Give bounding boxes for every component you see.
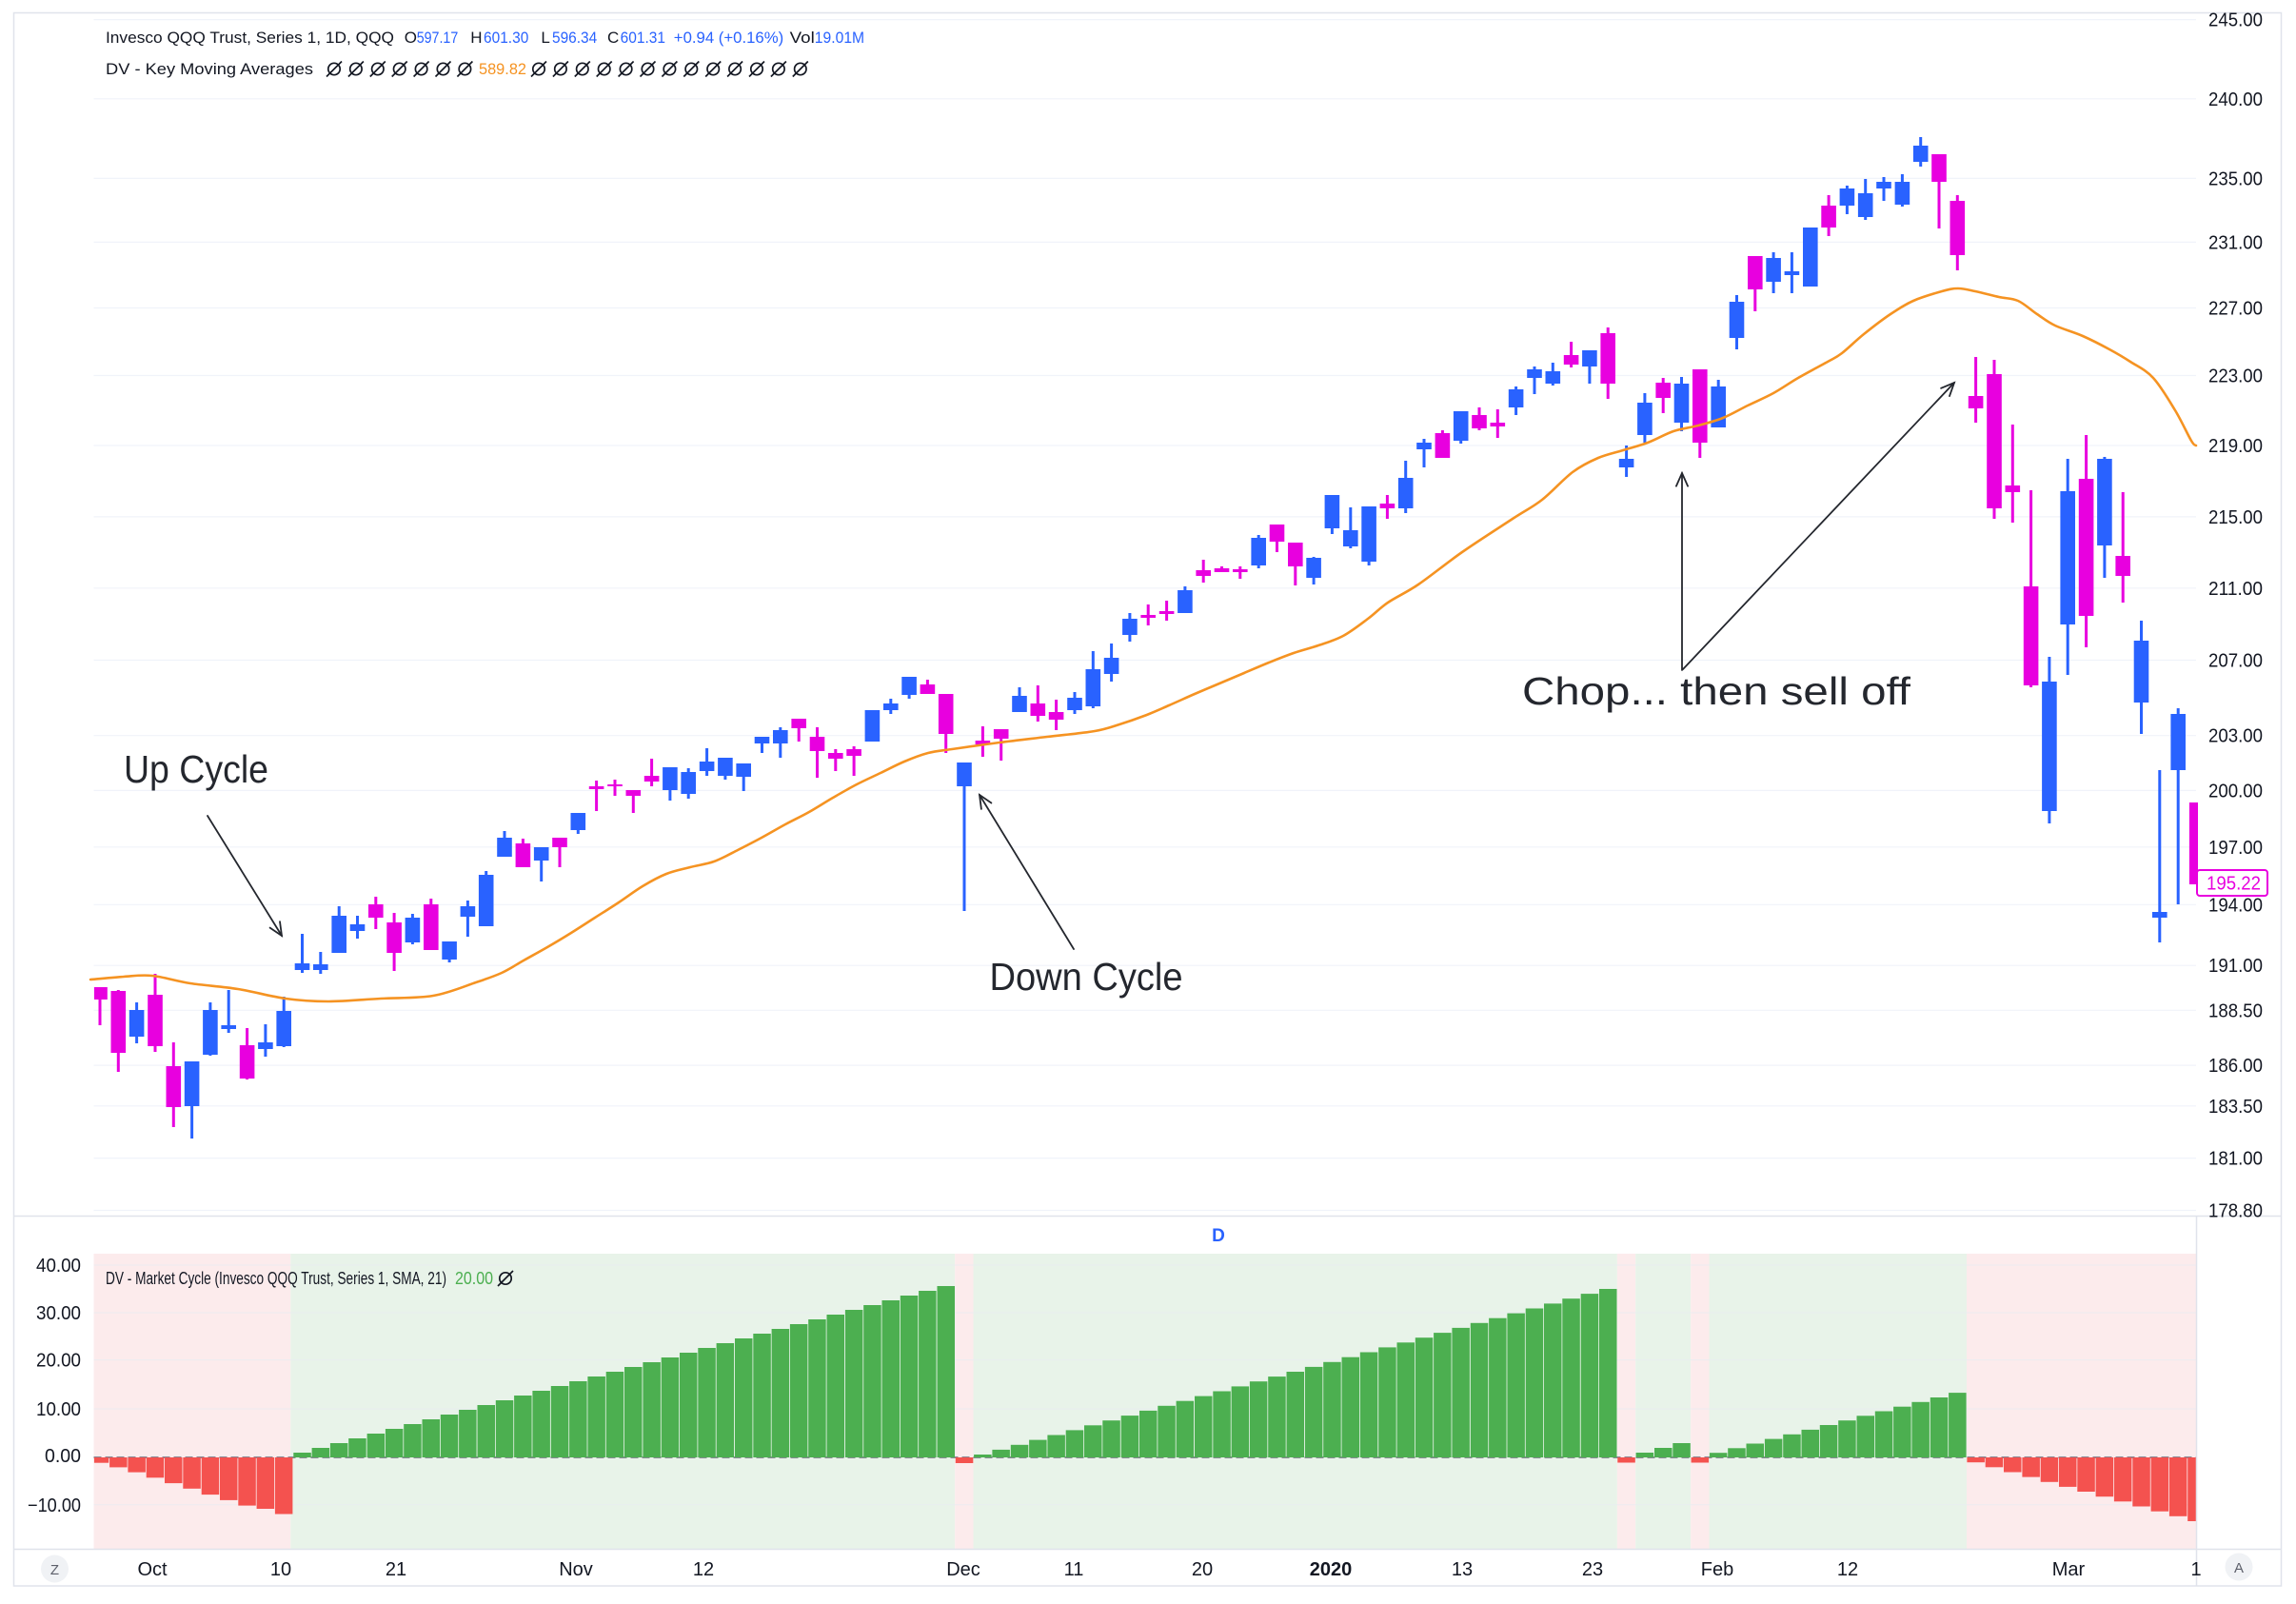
svg-text:601.31: 601.31 bbox=[621, 29, 665, 47]
svg-text:40.00: 40.00 bbox=[36, 1256, 81, 1277]
svg-text:215.00: 215.00 bbox=[2208, 507, 2263, 528]
svg-text:Up Cycle: Up Cycle bbox=[124, 747, 268, 791]
svg-text:21: 21 bbox=[386, 1559, 406, 1580]
svg-text:Mar: Mar bbox=[2052, 1559, 2086, 1580]
svg-text:231.00: 231.00 bbox=[2208, 232, 2263, 253]
svg-text:Feb: Feb bbox=[1701, 1559, 1733, 1580]
svg-text:596.34: 596.34 bbox=[552, 29, 597, 47]
svg-text:11: 11 bbox=[1064, 1559, 1084, 1580]
svg-text:240.00: 240.00 bbox=[2208, 89, 2263, 110]
svg-text:2020: 2020 bbox=[1310, 1559, 1353, 1580]
svg-text:181.00: 181.00 bbox=[2208, 1149, 2263, 1170]
svg-text:20.00: 20.00 bbox=[455, 1269, 493, 1288]
svg-text:13: 13 bbox=[1452, 1559, 1473, 1580]
svg-text:Down Cycle: Down Cycle bbox=[990, 955, 1183, 999]
svg-text:219.00: 219.00 bbox=[2208, 436, 2263, 457]
svg-text:183.50: 183.50 bbox=[2208, 1097, 2263, 1118]
svg-text:10: 10 bbox=[270, 1559, 291, 1580]
svg-text:H: H bbox=[470, 29, 482, 47]
svg-text:597.17: 597.17 bbox=[417, 29, 459, 47]
svg-text:589.82: 589.82 bbox=[479, 60, 526, 78]
svg-text:L: L bbox=[541, 29, 549, 47]
svg-text:12: 12 bbox=[693, 1559, 714, 1580]
svg-text:−10.00: −10.00 bbox=[28, 1495, 81, 1516]
svg-text:197.00: 197.00 bbox=[2208, 838, 2263, 859]
svg-text:+0.94 (+0.16%): +0.94 (+0.16%) bbox=[674, 29, 783, 47]
svg-text:186.00: 186.00 bbox=[2208, 1056, 2263, 1077]
svg-text:D: D bbox=[1212, 1226, 1225, 1246]
svg-text:207.00: 207.00 bbox=[2208, 651, 2263, 672]
svg-text:Invesco QQQ Trust, Series 1, 1: Invesco QQQ Trust, Series 1, 1D, QQQ bbox=[106, 29, 394, 47]
svg-text:30.00: 30.00 bbox=[36, 1303, 81, 1324]
svg-text:223.00: 223.00 bbox=[2208, 366, 2263, 387]
svg-text:10.00: 10.00 bbox=[36, 1399, 81, 1420]
svg-text:1: 1 bbox=[2190, 1559, 2201, 1580]
svg-text:Dec: Dec bbox=[946, 1559, 980, 1580]
svg-text:211.00: 211.00 bbox=[2208, 579, 2263, 600]
svg-text:Z: Z bbox=[50, 1562, 59, 1578]
svg-text:19.01M: 19.01M bbox=[815, 29, 864, 47]
svg-text:Nov: Nov bbox=[559, 1559, 593, 1580]
svg-text:Oct: Oct bbox=[137, 1559, 168, 1580]
svg-text:203.00: 203.00 bbox=[2208, 726, 2263, 747]
svg-text:227.00: 227.00 bbox=[2208, 299, 2263, 320]
svg-text:12: 12 bbox=[1837, 1559, 1858, 1580]
svg-text:235.00: 235.00 bbox=[2208, 168, 2263, 189]
svg-text:178.80: 178.80 bbox=[2208, 1201, 2263, 1222]
svg-text:188.50: 188.50 bbox=[2208, 1000, 2263, 1021]
svg-text:Vol: Vol bbox=[790, 29, 815, 47]
svg-text:DV - Market Cycle (Invesco QQQ: DV - Market Cycle (Invesco QQQ Trust, Se… bbox=[106, 1269, 446, 1288]
svg-text:245.00: 245.00 bbox=[2208, 10, 2263, 31]
svg-text:C: C bbox=[607, 29, 619, 47]
svg-text:20: 20 bbox=[1192, 1559, 1213, 1580]
svg-text:Chop... then sell off: Chop... then sell off bbox=[1522, 669, 1911, 713]
svg-text:A: A bbox=[2234, 1560, 2244, 1576]
svg-text:195.22: 195.22 bbox=[2207, 874, 2261, 895]
svg-text:191.00: 191.00 bbox=[2208, 956, 2263, 977]
svg-text:601.30: 601.30 bbox=[484, 29, 528, 47]
svg-text:200.00: 200.00 bbox=[2208, 781, 2263, 802]
svg-text:23: 23 bbox=[1582, 1559, 1603, 1580]
svg-text:194.00: 194.00 bbox=[2208, 895, 2263, 916]
svg-text:DV - Key Moving Averages: DV - Key Moving Averages bbox=[106, 60, 313, 78]
svg-text:O: O bbox=[405, 29, 417, 47]
svg-text:0.00: 0.00 bbox=[45, 1446, 81, 1467]
svg-text:20.00: 20.00 bbox=[36, 1351, 81, 1372]
